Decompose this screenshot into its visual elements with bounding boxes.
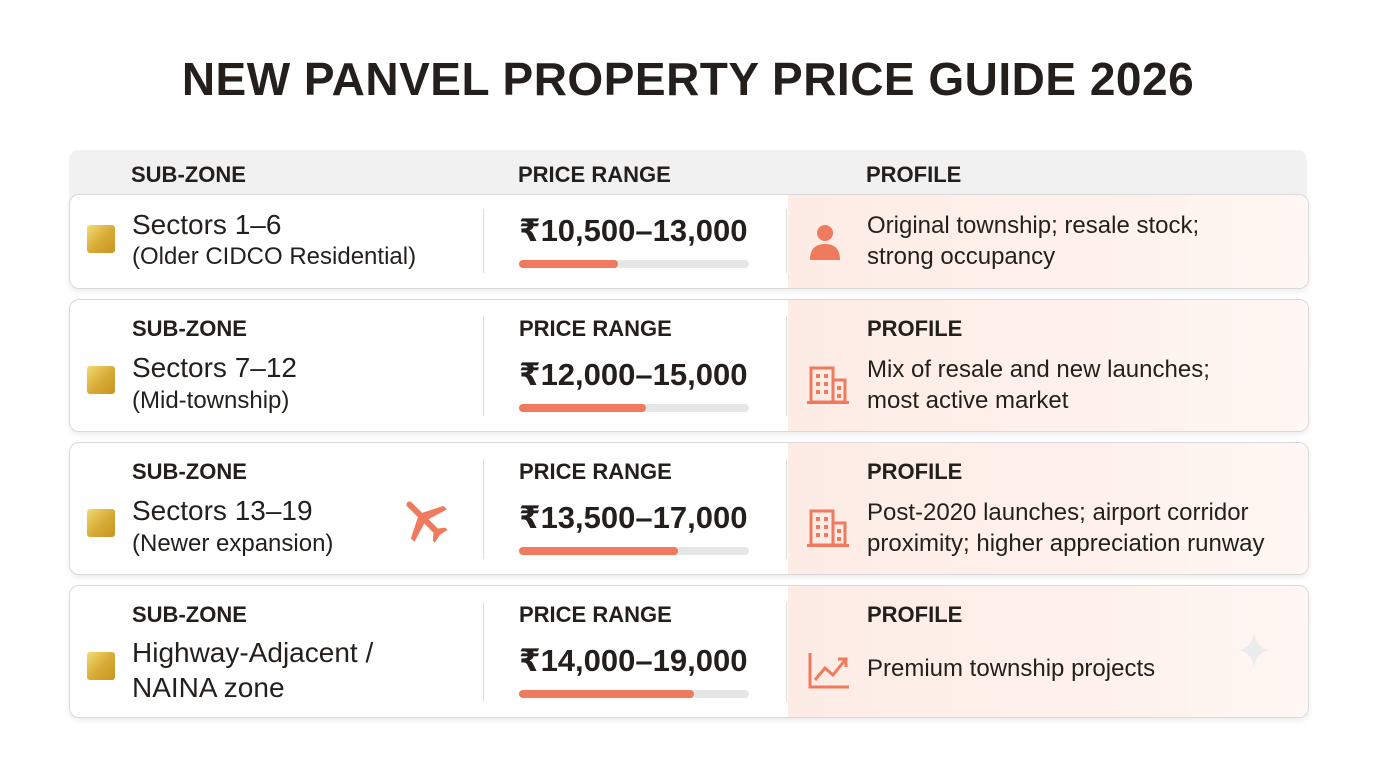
header-profile: PROFILE: [866, 162, 962, 187]
sparkle-icon: [1236, 630, 1272, 675]
profile-line: Mix of resale and new launches;: [867, 356, 1210, 383]
sub-zone-label: SUB-ZONE: [132, 459, 247, 484]
zone-name: Highway-Adjacent /: [132, 637, 374, 668]
page-title: NEW PANVEL PROPERTY PRICE GUIDE 2026: [181, 53, 1195, 105]
price-range-value: ₹14,000–19,000: [519, 643, 748, 678]
profile-panel: [788, 586, 1308, 717]
zone-name: Sectors 13–19: [132, 495, 313, 526]
zone-marker-icon: [87, 366, 115, 394]
price-range-label: PRICE RANGE: [519, 316, 672, 341]
zone-marker-icon: [87, 652, 115, 680]
airplane-icon: [398, 493, 452, 552]
price-range-value: ₹10,500–13,000: [519, 213, 748, 248]
zone-name: Sectors 7–12: [132, 352, 297, 383]
profile-line: strong occupancy: [867, 243, 1056, 270]
price-level-bar: [519, 404, 749, 412]
column-divider: [483, 209, 484, 273]
profile-line: Original township; resale stock;: [867, 212, 1200, 239]
column-divider: [483, 459, 484, 559]
column-divider: [786, 459, 787, 559]
profile-label: PROFILE: [867, 459, 963, 484]
building-icon: [807, 507, 849, 552]
price-range-label: PRICE RANGE: [519, 602, 672, 627]
column-divider: [786, 209, 787, 273]
zone-marker-icon: [87, 509, 115, 537]
header-sub-zone: SUB-ZONE: [131, 162, 246, 187]
price-level-fill: [519, 690, 694, 698]
price-level-bar: [519, 260, 749, 268]
column-divider: [786, 316, 787, 416]
profile-panel: [788, 443, 1308, 574]
zone-detail: NAINA zone: [132, 672, 285, 703]
profile-label: PROFILE: [867, 602, 963, 627]
profile-line: Premium township projects: [867, 655, 1156, 682]
sub-zone-label: SUB-ZONE: [132, 316, 247, 341]
table-row: Sectors 1–6 (Older CIDCO Residential) ₹1…: [69, 194, 1309, 289]
profile-panel: [788, 300, 1308, 431]
trend-chart-icon: [807, 650, 851, 695]
header-price-range: PRICE RANGE: [518, 162, 671, 187]
zone-name: Sectors 1–6: [132, 209, 282, 240]
price-range-value: ₹12,000–15,000: [519, 357, 748, 392]
profile-line: Post-2020 launches; airport corridor: [867, 499, 1249, 526]
sub-zone-label: SUB-ZONE: [132, 602, 247, 627]
table-row: SUB-ZONE PRICE RANGE PROFILE Sectors 13–…: [69, 442, 1309, 575]
profile-line: proximity; higher appreciation runway: [867, 530, 1265, 557]
price-level-fill: [519, 404, 646, 412]
zone-detail: (Older CIDCO Residential): [132, 243, 417, 270]
price-level-bar: [519, 690, 749, 698]
column-divider: [483, 316, 484, 416]
column-divider: [786, 602, 787, 702]
table-row: SUB-ZONE PRICE RANGE PROFILE Highway-Adj…: [69, 585, 1309, 718]
profile-panel: [788, 195, 1308, 288]
zone-detail: (Newer expansion): [132, 530, 334, 557]
column-divider: [483, 602, 484, 702]
zone-marker-icon: [87, 225, 115, 253]
profile-label: PROFILE: [867, 316, 963, 341]
building-icon: [807, 364, 849, 409]
price-range-value: ₹13,500–17,000: [519, 500, 748, 535]
table-row: SUB-ZONE PRICE RANGE PROFILE Sectors 7–1…: [69, 299, 1309, 432]
zone-detail: (Mid-township): [132, 387, 290, 414]
price-level-bar: [519, 547, 749, 555]
profile-line: most active market: [867, 387, 1069, 414]
person-icon: [807, 222, 843, 267]
price-range-label: PRICE RANGE: [519, 459, 672, 484]
price-level-fill: [519, 547, 678, 555]
price-level-fill: [519, 260, 618, 268]
